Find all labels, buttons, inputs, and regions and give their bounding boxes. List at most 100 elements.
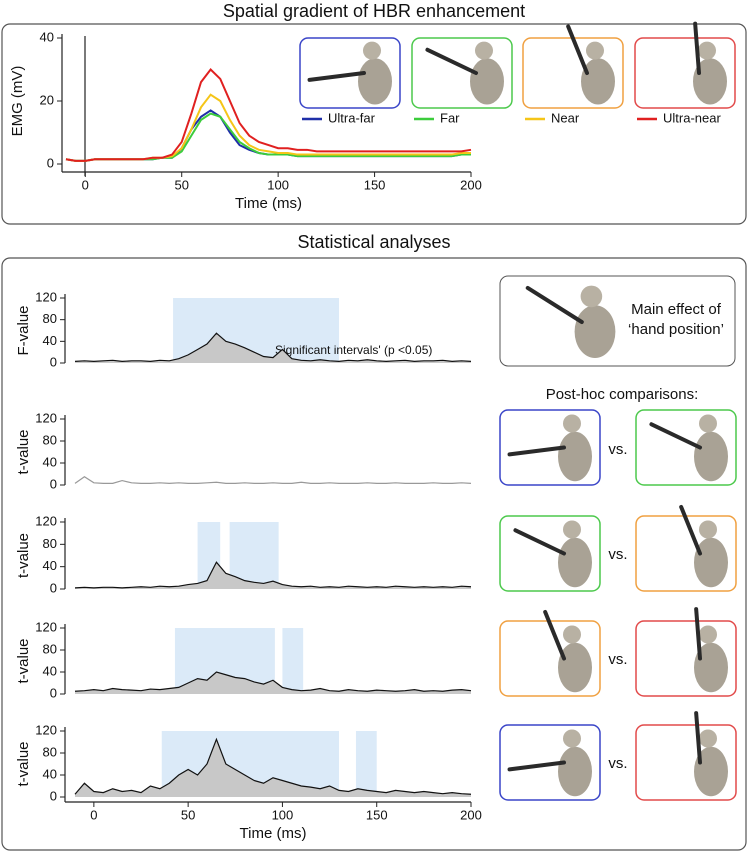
line	[74, 737, 472, 795]
y-axis-label: t-value	[15, 533, 32, 578]
y-tick-label: 40	[43, 663, 57, 678]
line	[74, 332, 472, 362]
mannequin-arm	[507, 760, 566, 772]
x-tick-label: 150	[366, 807, 388, 822]
y-tick-label: 0	[50, 580, 57, 595]
mannequin-head	[699, 414, 717, 433]
mannequin-arm	[694, 607, 702, 661]
y-axis-label: t-value	[15, 741, 32, 786]
y-tick-label: 80	[43, 641, 57, 656]
y-tick-label: 120	[35, 289, 57, 304]
mannequin-torso	[581, 58, 615, 105]
area	[75, 739, 471, 797]
x-tick-label: 200	[460, 807, 482, 822]
mannequin-torso	[470, 58, 504, 105]
y-axis-label: t-value	[15, 638, 32, 683]
bottom-title: Statistical analyses	[297, 232, 450, 252]
mannequin-arm	[425, 47, 478, 75]
mannequin-head	[475, 41, 493, 60]
x-tick-label: 100	[272, 807, 294, 822]
y-tick-label: 120	[35, 513, 57, 528]
main-effect-text: ‘hand position’	[628, 321, 724, 338]
mannequin-arm	[566, 24, 589, 75]
mannequin-head	[699, 625, 717, 644]
mannequin-torso	[574, 305, 616, 358]
area	[75, 562, 471, 589]
line	[74, 561, 472, 589]
main-effect-text: Main effect of	[631, 301, 722, 318]
mannequin-torso	[694, 746, 728, 797]
mannequin-head	[563, 520, 581, 539]
line	[65, 109, 471, 162]
y-axis-label: EMG (mV)	[9, 66, 26, 137]
mannequin-torso	[694, 431, 728, 482]
y-tick-label: 0	[50, 788, 57, 803]
x-axis-label: Time (ms)	[240, 825, 307, 842]
x-tick-label: 100	[267, 177, 289, 192]
y-tick-label: 120	[35, 410, 57, 425]
y-tick-label: 20	[40, 92, 54, 107]
mannequin-head	[363, 41, 381, 60]
mannequin-arm	[543, 609, 566, 661]
legend-label: Near	[551, 110, 580, 125]
mannequin-torso	[558, 746, 592, 797]
y-axis-label: t-value	[15, 429, 32, 474]
mannequin-head	[699, 520, 717, 539]
mannequin-torso	[693, 58, 727, 105]
y-tick-label: 40	[43, 766, 57, 781]
y-tick-label: 80	[43, 432, 57, 447]
x-tick-label: 50	[174, 177, 188, 192]
mannequin-arm	[507, 445, 566, 457]
mannequin-head	[586, 41, 604, 60]
mannequin-torso	[558, 642, 592, 693]
x-axis-label: Time (ms)	[235, 195, 302, 212]
mannequin-arm	[693, 21, 701, 75]
x-tick-label: 0	[90, 807, 97, 822]
y-tick-label: 0	[50, 476, 57, 491]
mannequin-torso	[694, 642, 728, 693]
y-tick-label: 40	[40, 29, 54, 44]
legend-label: Ultra-far	[328, 110, 376, 125]
y-tick-label: 80	[43, 311, 57, 326]
x-tick-label: 200	[460, 177, 482, 192]
mannequin-arm	[525, 285, 584, 324]
mannequin-head	[699, 729, 717, 748]
post-hoc-title: Post-hoc comparisons:	[546, 386, 699, 403]
y-tick-label: 40	[43, 454, 57, 469]
top-panel-frame	[1, 23, 747, 225]
vs-label: vs.	[608, 651, 627, 668]
x-tick-label: 50	[181, 807, 195, 822]
legend-label: Ultra-near	[663, 110, 721, 125]
x-tick-label: 0	[82, 177, 89, 192]
x-tick-label: 150	[364, 177, 386, 192]
mannequin-torso	[558, 537, 592, 588]
significant-interval	[355, 731, 377, 797]
y-tick-label: 0	[50, 354, 57, 369]
legend-label: Far	[440, 110, 460, 125]
main-effect-box	[499, 275, 736, 367]
bottom-panel-frame	[1, 257, 747, 851]
line	[74, 476, 472, 484]
y-tick-label: 40	[43, 333, 57, 348]
mannequin-head	[580, 285, 603, 308]
y-tick-label: 120	[35, 722, 57, 737]
mannequin-arm	[513, 528, 566, 556]
top-title: Spatial gradient of HBR enhancement	[223, 1, 525, 21]
significant-interval	[282, 628, 304, 694]
mannequin-torso	[558, 431, 592, 482]
vs-label: vs.	[608, 441, 627, 458]
mannequin-head	[563, 729, 581, 748]
mannequin-head	[563, 414, 581, 433]
y-tick-label: 80	[43, 536, 57, 551]
mannequin-arm	[694, 711, 702, 765]
line	[74, 671, 472, 692]
mannequin-arm	[679, 504, 702, 556]
y-tick-label: 40	[43, 558, 57, 573]
y-tick-label: 120	[35, 619, 57, 634]
y-tick-label: 80	[43, 744, 57, 759]
y-tick-label: 0	[47, 155, 54, 170]
y-tick-label: 0	[50, 685, 57, 700]
line	[65, 67, 472, 162]
mannequin-head	[698, 41, 716, 60]
mannequin-head	[563, 625, 581, 644]
